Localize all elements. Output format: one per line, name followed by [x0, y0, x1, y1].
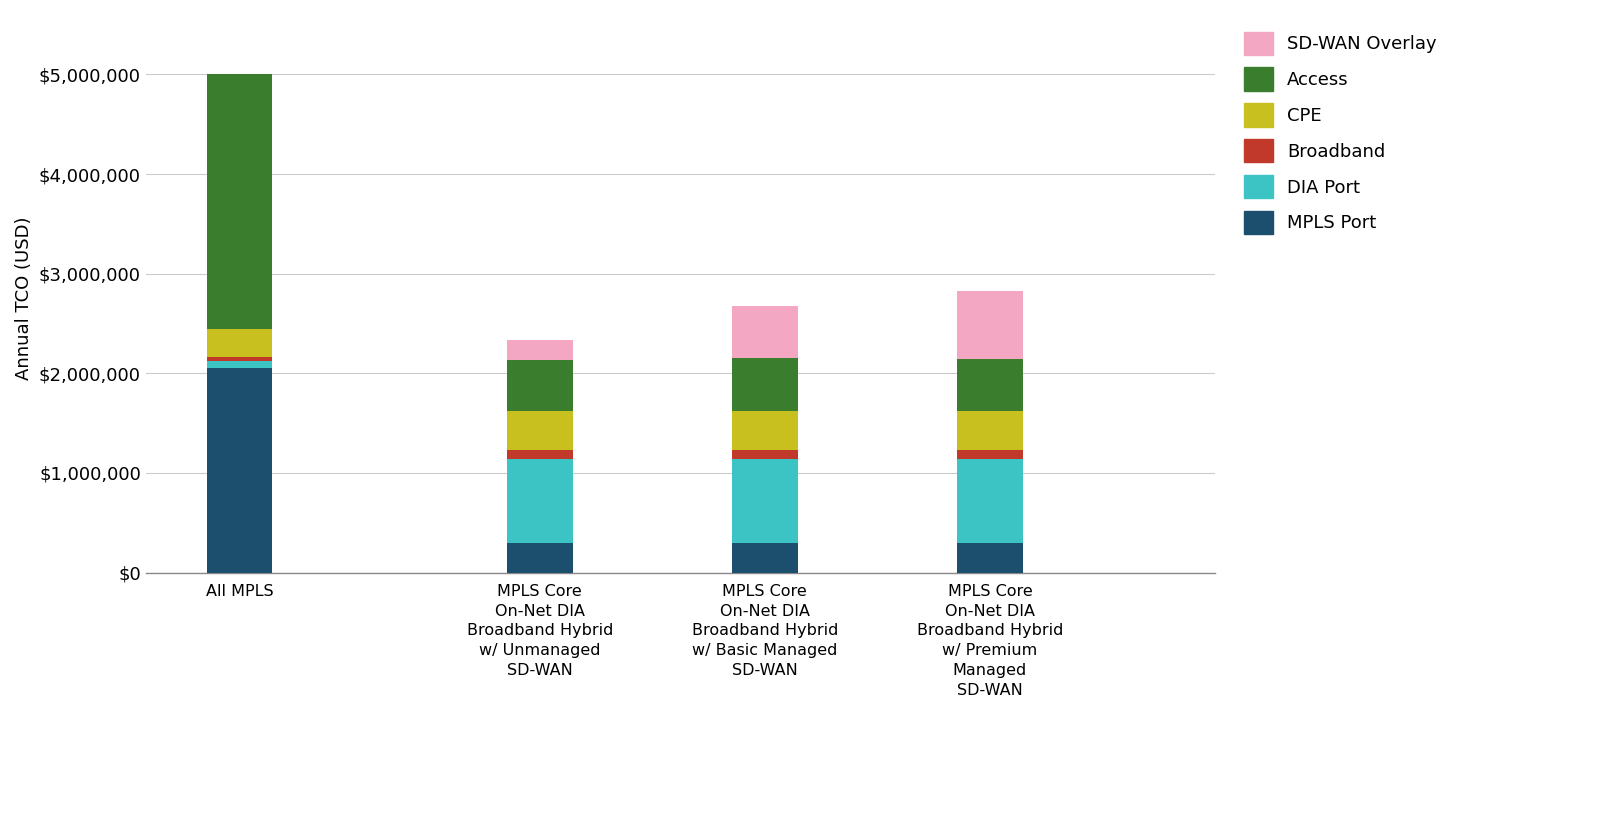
Bar [957, 459, 1022, 542]
Bar [732, 450, 797, 459]
Bar [732, 459, 797, 542]
Bar [207, 357, 272, 362]
Legend: SD-WAN Overlay, Access, CPE, Broadband, DIA Port, MPLS Port: SD-WAN Overlay, Access, CPE, Broadband, … [1234, 23, 1445, 243]
Bar [507, 340, 572, 360]
Bar [732, 357, 797, 411]
Bar [207, 362, 272, 368]
Bar [207, 329, 272, 357]
Y-axis label: Annual TCO (USD): Annual TCO (USD) [15, 217, 34, 380]
Bar [732, 306, 797, 357]
Bar [732, 411, 797, 450]
Bar [507, 411, 572, 450]
Bar [207, 74, 272, 329]
Bar [957, 411, 1022, 450]
Bar [957, 291, 1022, 359]
Bar [957, 359, 1022, 411]
Bar [507, 542, 572, 573]
Bar [957, 542, 1022, 573]
Bar [507, 459, 572, 542]
Bar [507, 360, 572, 411]
Bar [732, 542, 797, 573]
Bar [207, 368, 272, 573]
Bar [957, 450, 1022, 459]
Bar [507, 450, 572, 459]
